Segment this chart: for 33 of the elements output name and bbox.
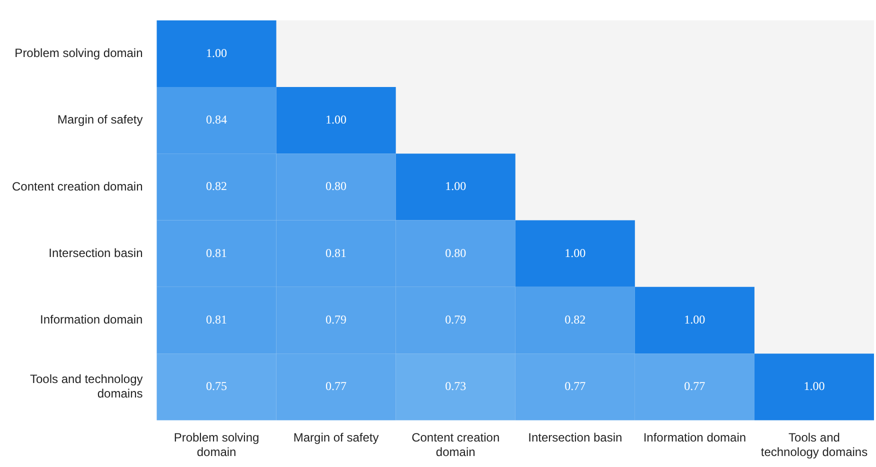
y-tick-label: Information domain [40,312,143,327]
data-label: 0.79 [326,312,347,326]
data-label: 0.84 [206,112,228,127]
x-tick-label: Intersection basin [528,430,622,445]
data-label: 0.80 [326,179,347,194]
data-label: 1.00 [206,46,228,60]
y-tick-label: Intersection basin [48,246,143,260]
data-label: 0.75 [206,379,228,394]
data-label: 1.00 [804,379,825,394]
y-tick-label: Content creation domain [12,179,143,194]
y-tick-label: Problem solving domain [14,46,143,60]
data-label: 1.00 [564,246,586,260]
x-tick-label: Tools and technology domains [760,430,868,460]
data-label: 0.82 [564,312,586,326]
x-tick-label: Content creation domain [412,430,500,460]
y-tick-label: Tools and technology domains [30,372,143,400]
data-label: 0.81 [206,312,228,326]
data-label: 1.00 [684,312,706,326]
data-label: 0.77 [684,379,706,394]
data-label: 0.79 [445,312,466,326]
data-label: 0.81 [326,246,347,260]
data-label: 0.81 [206,246,228,260]
data-label: 0.77 [326,379,347,394]
data-label: 0.73 [445,379,466,394]
x-tick-label: Margin of safety [293,430,379,445]
data-label: 0.80 [445,246,466,260]
x-tick-label: Problem solving domain [174,430,260,460]
data-label: 1.00 [445,179,466,194]
data-label: 1.00 [326,112,347,127]
data-label: 0.77 [564,379,586,394]
y-tick-label: Margin of safety [57,112,143,127]
x-tick-label: Information domain [643,430,746,445]
data-label: 0.82 [206,179,228,194]
